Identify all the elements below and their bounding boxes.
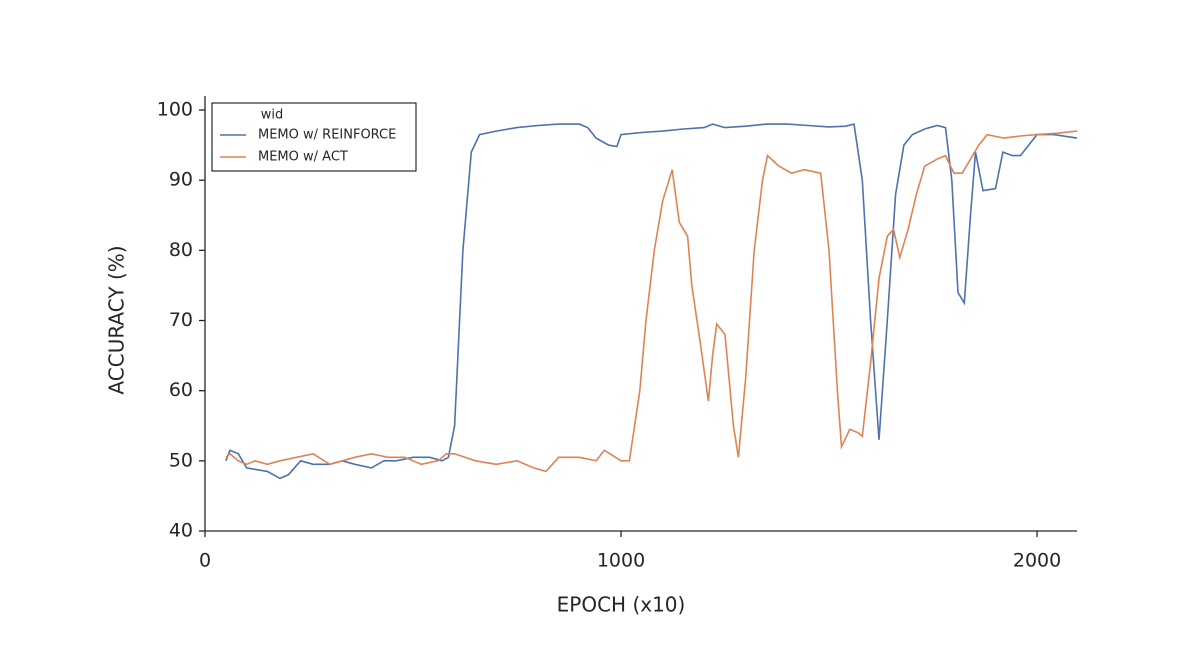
legend-box — [211, 102, 417, 172]
x-tick-label: 1000 — [597, 550, 645, 572]
legend-title: wid — [261, 108, 284, 123]
x-axis-label: EPOCH (x10) — [557, 593, 686, 617]
y-tick-label: 90 — [169, 169, 193, 191]
y-axis-label: ACCURACY (%) — [105, 245, 129, 394]
series-line — [225, 123, 1078, 480]
legend-label: MEMO w/ REINFORCE — [258, 128, 396, 143]
y-tick-label: 40 — [169, 520, 193, 542]
x-tick-label: 2000 — [1013, 550, 1061, 572]
y-tick-label: 60 — [169, 379, 193, 401]
y-tick-label: 70 — [169, 309, 193, 331]
series-line — [225, 130, 1078, 473]
legend-label: MEMO w/ ACT — [258, 150, 348, 165]
x-tick-label: 0 — [199, 550, 211, 572]
y-tick-label: 100 — [157, 99, 193, 121]
y-tick-label: 80 — [169, 239, 193, 261]
y-tick-label: 50 — [169, 449, 193, 471]
